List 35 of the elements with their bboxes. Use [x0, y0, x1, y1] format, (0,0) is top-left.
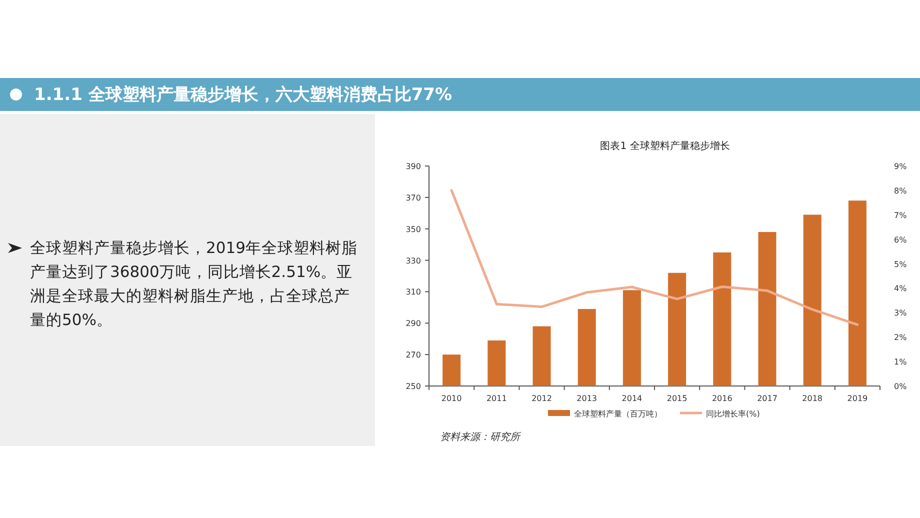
y-tick-label: 250 — [406, 382, 421, 391]
y2-tick-label: 6% — [894, 235, 908, 244]
text: 资料来源：研究所 — [440, 431, 522, 443]
x-tick-label: 2019 — [847, 394, 868, 403]
x-tick-label: 2013 — [576, 394, 598, 403]
text: 全球塑料产量稳步增长，2019年全球塑料树脂产量达到了36800万吨，同比增长2.51%。亚洲是全球最大的塑料树脂生产地，占全球总产量的50%。 — [30, 238, 358, 331]
y2-tick-label: 3% — [894, 308, 908, 318]
text: 1.1.1 全球塑料产量稳步增长，六大塑料消费占比77% — [34, 84, 452, 106]
x-tick-label: 2017 — [757, 394, 778, 403]
y-tick-label: 350 — [406, 224, 421, 234]
y-tick-label: 390 — [406, 162, 421, 171]
y-tick-label: 310 — [406, 288, 421, 297]
y2-tick-label: 0% — [894, 382, 908, 391]
y-tick-label: 270 — [406, 350, 421, 360]
x-tick-label: 2015 — [666, 394, 688, 403]
x-tick-label: 2018 — [802, 394, 823, 403]
y-tick-label: 370 — [406, 193, 421, 202]
legend-label: 同比增长率(%) — [706, 410, 760, 418]
x-tick-label: 2010 — [441, 394, 462, 403]
chart-subtitle: 图表1 全球塑料产量稳步增长 — [600, 140, 730, 152]
x-tick-label: 2011 — [486, 394, 507, 403]
x-tick-label: 2016 — [712, 394, 732, 403]
legend-label: 全球塑料产量（百万吨） — [574, 410, 662, 418]
y2-tick-label: 9% — [894, 162, 908, 171]
line-series — [450, 189, 859, 326]
y2-tick-label: 5% — [894, 260, 908, 269]
y-tick-label: 330 — [406, 256, 421, 266]
x-tick-label: 2014 — [622, 394, 642, 403]
y2-tick-label: 1% — [894, 358, 908, 367]
x-tick-label: 2012 — [532, 394, 552, 403]
y2-tick-label: 8% — [894, 186, 908, 196]
y2-tick-label: 4% — [894, 284, 908, 294]
y-tick-label: 290 — [406, 319, 421, 328]
y2-tick-label: 7% — [894, 210, 908, 220]
y2-tick-label: 2% — [894, 333, 908, 342]
